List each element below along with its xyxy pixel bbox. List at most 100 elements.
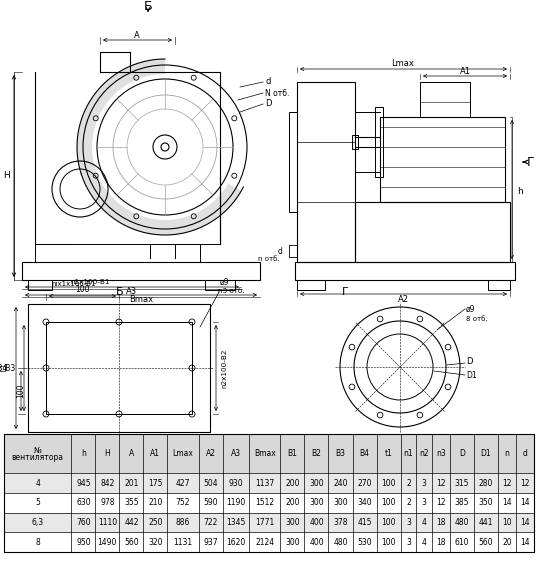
Text: 200: 200 (285, 498, 300, 507)
Text: A3: A3 (231, 449, 241, 458)
Text: D: D (459, 449, 465, 458)
Text: D1: D1 (466, 370, 477, 379)
Text: 560: 560 (479, 538, 493, 547)
Text: 100: 100 (16, 384, 25, 398)
Text: 12: 12 (520, 479, 530, 488)
Text: 100: 100 (381, 538, 396, 547)
Text: 480: 480 (333, 538, 348, 547)
Text: 6,3: 6,3 (32, 518, 44, 527)
Text: N отб.: N отб. (265, 88, 289, 97)
Text: A3: A3 (126, 287, 138, 296)
Text: 100: 100 (381, 518, 396, 527)
Text: n: n (505, 449, 509, 458)
Text: □B4: □B4 (0, 364, 8, 373)
Bar (22, 262, 260, 280)
Text: n1х100-В1: n1х100-В1 (70, 279, 110, 285)
Text: 4: 4 (422, 518, 427, 527)
Text: 1190: 1190 (226, 498, 245, 507)
Text: nıх1х100-В1: nıх1х100-В1 (51, 281, 96, 287)
Text: 630: 630 (76, 498, 90, 507)
Circle shape (161, 143, 169, 151)
Text: 1512: 1512 (255, 498, 274, 507)
Bar (4, 532, 534, 552)
Bar (4, 434, 534, 552)
Text: 930: 930 (229, 479, 243, 488)
Bar (352, 135, 358, 149)
Text: 300: 300 (309, 498, 324, 507)
Bar (355, 202, 510, 262)
Text: Bmax: Bmax (254, 449, 275, 458)
Text: 100: 100 (75, 285, 90, 294)
Text: 400: 400 (309, 518, 324, 527)
Bar (4, 513, 534, 532)
Text: 175: 175 (148, 479, 162, 488)
Text: 340: 340 (357, 498, 372, 507)
Text: 12: 12 (502, 479, 512, 488)
Text: B3: B3 (336, 449, 345, 458)
Text: A2: A2 (398, 294, 408, 303)
Text: D: D (466, 357, 472, 366)
Text: d: d (278, 247, 283, 256)
Text: 280: 280 (479, 479, 493, 488)
Text: Б: Б (144, 1, 152, 13)
Text: □B3: □B3 (0, 364, 16, 373)
Bar (46, 322, 192, 414)
Text: 200: 200 (285, 479, 300, 488)
Text: A: A (134, 30, 140, 39)
Text: вентилятора: вентилятора (12, 452, 63, 461)
Text: 100: 100 (381, 498, 396, 507)
Text: A1: A1 (459, 66, 471, 75)
Text: 480: 480 (455, 518, 469, 527)
Text: ø9: ø9 (220, 278, 230, 287)
Text: 4: 4 (422, 538, 427, 547)
Text: 14: 14 (502, 498, 512, 507)
Text: 3: 3 (422, 479, 427, 488)
Text: n3: n3 (436, 449, 446, 458)
Text: 18: 18 (436, 518, 445, 527)
Text: 560: 560 (124, 538, 139, 547)
Text: A2: A2 (206, 449, 216, 458)
Text: 2: 2 (406, 479, 411, 488)
Text: Г: Г (527, 156, 535, 169)
Text: Lmax: Lmax (173, 449, 194, 458)
Text: 210: 210 (148, 498, 162, 507)
Text: 14: 14 (520, 498, 530, 507)
Text: 442: 442 (124, 518, 139, 527)
Text: 752: 752 (176, 498, 190, 507)
Text: 1771: 1771 (255, 518, 274, 527)
Text: 300: 300 (285, 538, 300, 547)
Text: B4: B4 (359, 449, 370, 458)
Text: 300: 300 (309, 479, 324, 488)
Text: D: D (265, 99, 272, 108)
Text: 415: 415 (357, 518, 372, 527)
Text: 14: 14 (520, 518, 530, 527)
Text: 886: 886 (176, 518, 190, 527)
Bar (28, 280, 52, 290)
Text: n3 отб.: n3 отб. (218, 288, 245, 294)
Text: H: H (4, 171, 10, 180)
Text: 8 отб.: 8 отб. (466, 316, 487, 322)
Text: 378: 378 (333, 518, 348, 527)
Bar (289, 112, 297, 212)
Text: h: h (517, 188, 523, 197)
Text: №: № (34, 446, 41, 455)
Text: 12: 12 (436, 479, 445, 488)
Text: 590: 590 (203, 498, 218, 507)
Text: 100: 100 (381, 479, 396, 488)
Text: d: d (522, 449, 527, 458)
Text: 14: 14 (520, 538, 530, 547)
Text: 1131: 1131 (174, 538, 193, 547)
Text: 610: 610 (455, 538, 469, 547)
Text: 18: 18 (436, 538, 445, 547)
Text: 350: 350 (479, 498, 493, 507)
Text: 355: 355 (124, 498, 139, 507)
Text: Lmax: Lmax (392, 60, 414, 69)
Text: 1137: 1137 (255, 479, 274, 488)
Text: 240: 240 (333, 479, 348, 488)
Text: 950: 950 (76, 538, 90, 547)
Text: 300: 300 (333, 498, 348, 507)
Wedge shape (77, 59, 241, 235)
Text: 441: 441 (479, 518, 493, 527)
Text: 427: 427 (176, 479, 190, 488)
Text: 722: 722 (203, 518, 218, 527)
